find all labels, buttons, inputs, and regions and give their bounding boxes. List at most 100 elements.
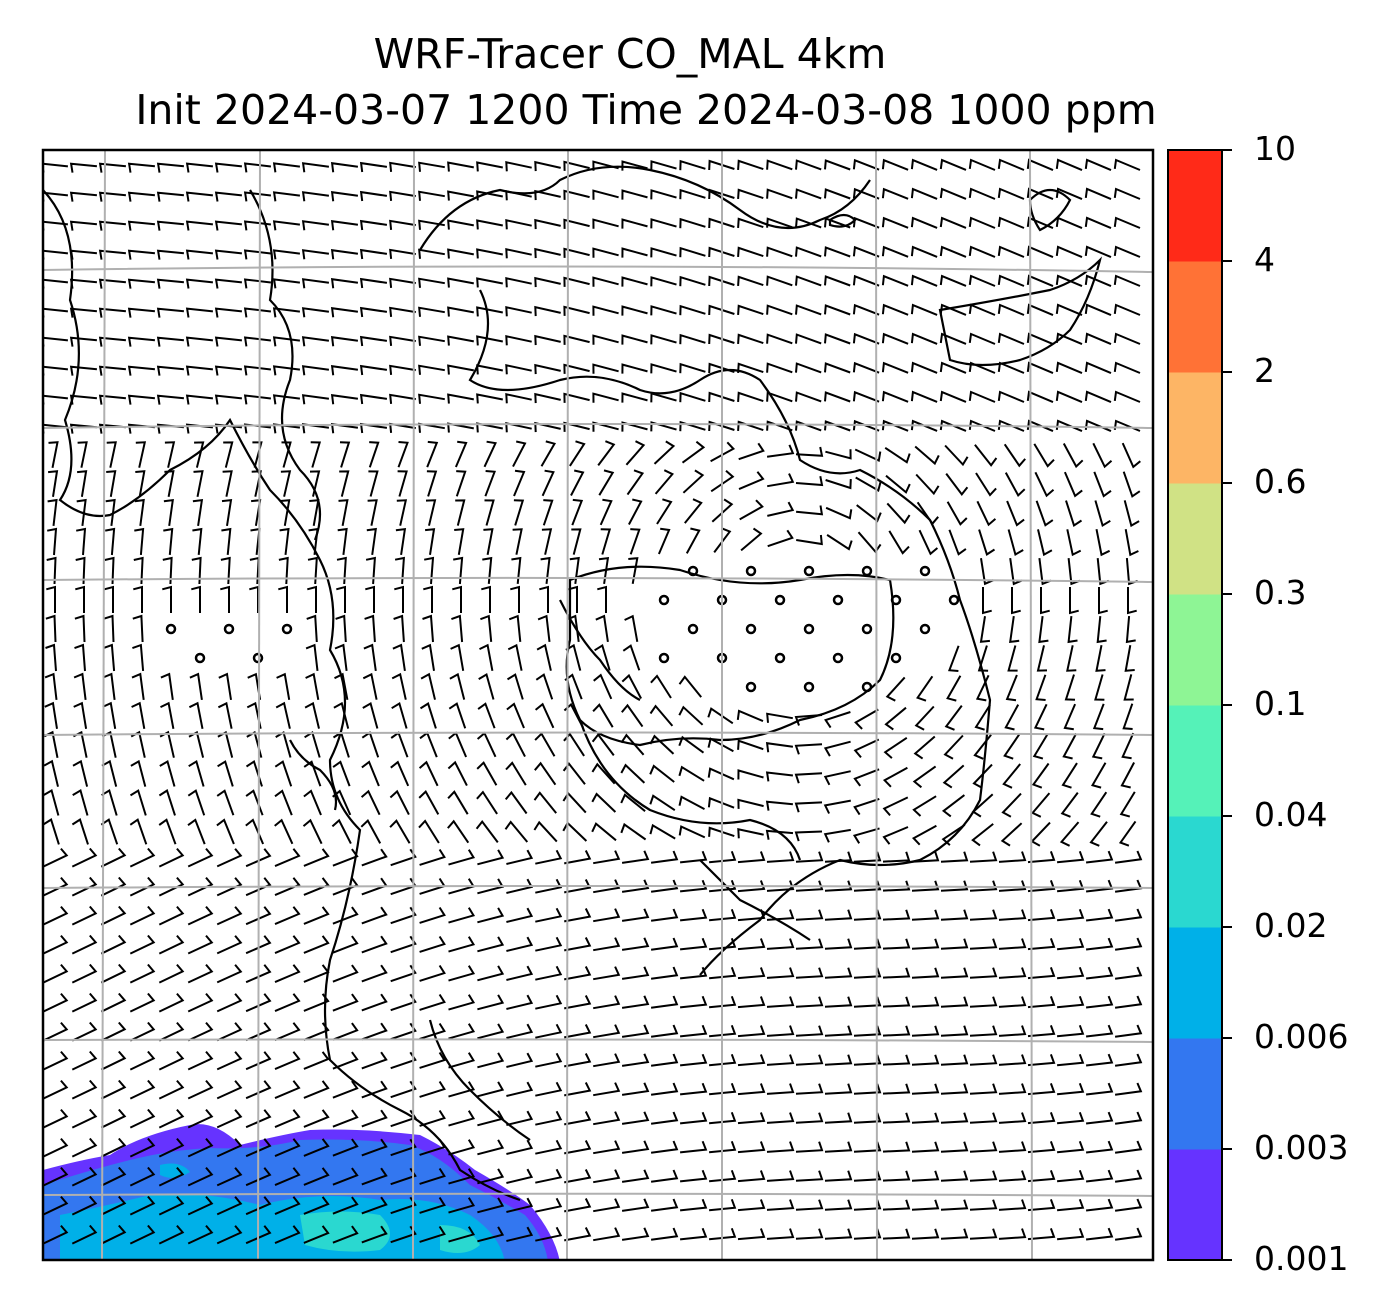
wind-barb [650,1053,679,1067]
wind-barb [505,161,532,172]
wind-barb [795,851,824,863]
wind-barb [303,964,330,983]
wind-barb [564,1169,592,1184]
wind-barb [338,499,349,526]
wind-barb [621,334,648,345]
wind-barb [969,1199,998,1211]
wind-barb [1127,587,1137,615]
wind-barb [158,1166,185,1187]
wind-barb [1027,1170,1056,1183]
wind-barb [1125,558,1138,586]
wind-barb [447,393,474,404]
wind-barb [941,794,966,818]
wind-barb [477,936,505,953]
wind-barb [1113,158,1141,171]
wind-barb [43,1108,69,1129]
wind-barb [621,1082,650,1096]
wind-barb [649,764,675,783]
wind-barb [77,470,88,497]
wind-barb [76,527,87,556]
wind-barb [447,364,474,375]
wind-barb [767,529,794,548]
wind-barb [156,307,185,318]
wind-barb [419,1051,446,1069]
wind-barb [476,761,498,786]
wind-barb [824,711,851,729]
wind-barb [419,935,446,953]
wind-barb [562,762,586,785]
wind-barb [156,220,185,231]
wind-barb [134,527,145,555]
calm-wind-marker [687,623,699,635]
wind-barb [419,848,446,866]
wind-barb [737,996,766,1009]
wind-barb [274,818,294,845]
wind-barb [709,1227,737,1241]
wind-barb [71,1021,98,1042]
wind-barb [656,498,673,525]
wind-barb [217,730,234,758]
wind-barb [156,394,185,405]
wind-barb [390,1080,417,1099]
wind-barb [303,935,330,954]
wind-barb [621,363,648,374]
wind-barb [1004,472,1026,498]
wind-barb [794,772,823,784]
wind-barb [598,469,615,496]
wind-barb [882,826,909,845]
wind-barb [365,556,376,585]
wind-barb [447,219,474,230]
wind-barb [1069,587,1079,615]
wind-barb [214,249,243,260]
wind-barb [506,994,534,1010]
wind-barb [448,1197,476,1214]
wind-barb [998,1228,1027,1240]
wind-barb [853,880,882,892]
wind-barb [621,850,650,864]
wind-barb [534,218,561,230]
wind-barb [979,616,991,643]
wind-barb [1084,332,1112,346]
wind-barb [1095,645,1106,672]
wind-barb [362,672,378,700]
wind-barb [824,938,853,950]
wind-barb [192,498,204,527]
wind-barb [1009,615,1020,644]
wind-barb [274,1196,301,1216]
wind-barb [187,992,214,1013]
wind-barb [302,818,323,845]
map-frame [41,148,1155,1262]
wind-barb [940,1228,969,1240]
wind-barb [535,849,563,865]
wind-barb [43,934,69,955]
wind-barb [1056,995,1085,1009]
wind-barb [1093,471,1112,498]
colorbar-segment [1168,1149,1222,1261]
wind-barb [43,365,69,376]
wind-barb [824,1199,853,1211]
wind-barb [43,876,69,897]
wind-barb [448,907,476,924]
colorbar-segment [1168,1038,1222,1150]
wind-barb [940,880,969,892]
wind-barb [1026,390,1054,404]
wind-barb [998,880,1027,892]
wind-barb [1001,792,1022,818]
wind-barb [1085,1111,1114,1125]
wind-barb [220,585,230,613]
wind-barb [418,364,445,375]
wind-barb [679,188,706,200]
wind-barb [127,278,156,289]
wind-barb [882,967,911,979]
wind-barb [968,419,996,432]
wind-barb [71,847,98,868]
wind-barb [102,672,116,701]
wind-barb [365,585,375,613]
wind-barb [187,963,214,984]
wind-barb [337,527,348,556]
wind-barb [72,788,89,816]
wind-barb [795,333,822,345]
wind-barb [948,529,967,556]
wind-barb [274,789,293,816]
wind-barb [279,527,290,556]
